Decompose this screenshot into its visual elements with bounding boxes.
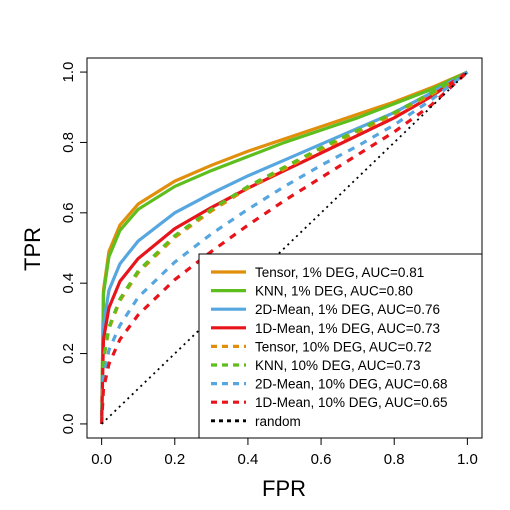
x-tick-label: 0.0 (91, 451, 112, 468)
series-line-3 (100, 70, 469, 424)
legend-label: Tensor, 10% DEG, AUC=0.72 (255, 339, 432, 354)
series-line-6 (100, 70, 469, 424)
y-tick-label: 1.0 (60, 62, 77, 83)
y-tick-label: 0.4 (60, 273, 77, 294)
series-line-7 (100, 70, 469, 424)
legend-label: 2D-Mean, 10% DEG, AUC=0.68 (255, 377, 447, 392)
x-tick-label: 0.4 (237, 451, 258, 468)
series-line-1 (100, 70, 469, 424)
y-tick-label: 0.8 (60, 132, 77, 153)
x-tick-label: 0.8 (384, 451, 405, 468)
legend-label: 1D-Mean, 1% DEG, AUC=0.73 (255, 321, 440, 336)
legend-label: 1D-Mean, 10% DEG, AUC=0.65 (255, 395, 447, 410)
series-line-2 (100, 70, 469, 424)
plot-area (100, 70, 469, 425)
x-tick-label: 0.2 (164, 451, 185, 468)
legend-label: 2D-Mean, 1% DEG, AUC=0.76 (255, 302, 440, 317)
axes: 0.0 0.2 0.4 0.6 0.8 1.0 0.0 0.2 0.4 0.6 0.8 1.0 (60, 57, 483, 468)
legend-label: random (255, 414, 301, 429)
series-line-8 (100, 70, 469, 425)
x-tick-label: 0.6 (311, 451, 332, 468)
x-axis-title: FPR (262, 476, 306, 501)
y-tick-label: 0.0 (60, 413, 77, 434)
y-tick-label: 0.6 (60, 202, 77, 223)
legend-label: Tensor, 1% DEG, AUC=0.81 (255, 265, 424, 280)
series-line-9 (101, 71, 468, 425)
legend-label: KNN, 10% DEG, AUC=0.73 (255, 358, 420, 373)
y-axis-title: TPR (20, 227, 45, 271)
series-line-4 (100, 70, 469, 424)
x-tick-label: 1.0 (457, 451, 478, 468)
y-tick-label: 0.2 (60, 343, 77, 364)
legend: Tensor, 1% DEG, AUC=0.81 KNN, 1% DEG, AUC… (198, 253, 483, 439)
legend-label: KNN, 1% DEG, AUC=0.80 (255, 284, 413, 299)
legend-box (198, 253, 483, 439)
